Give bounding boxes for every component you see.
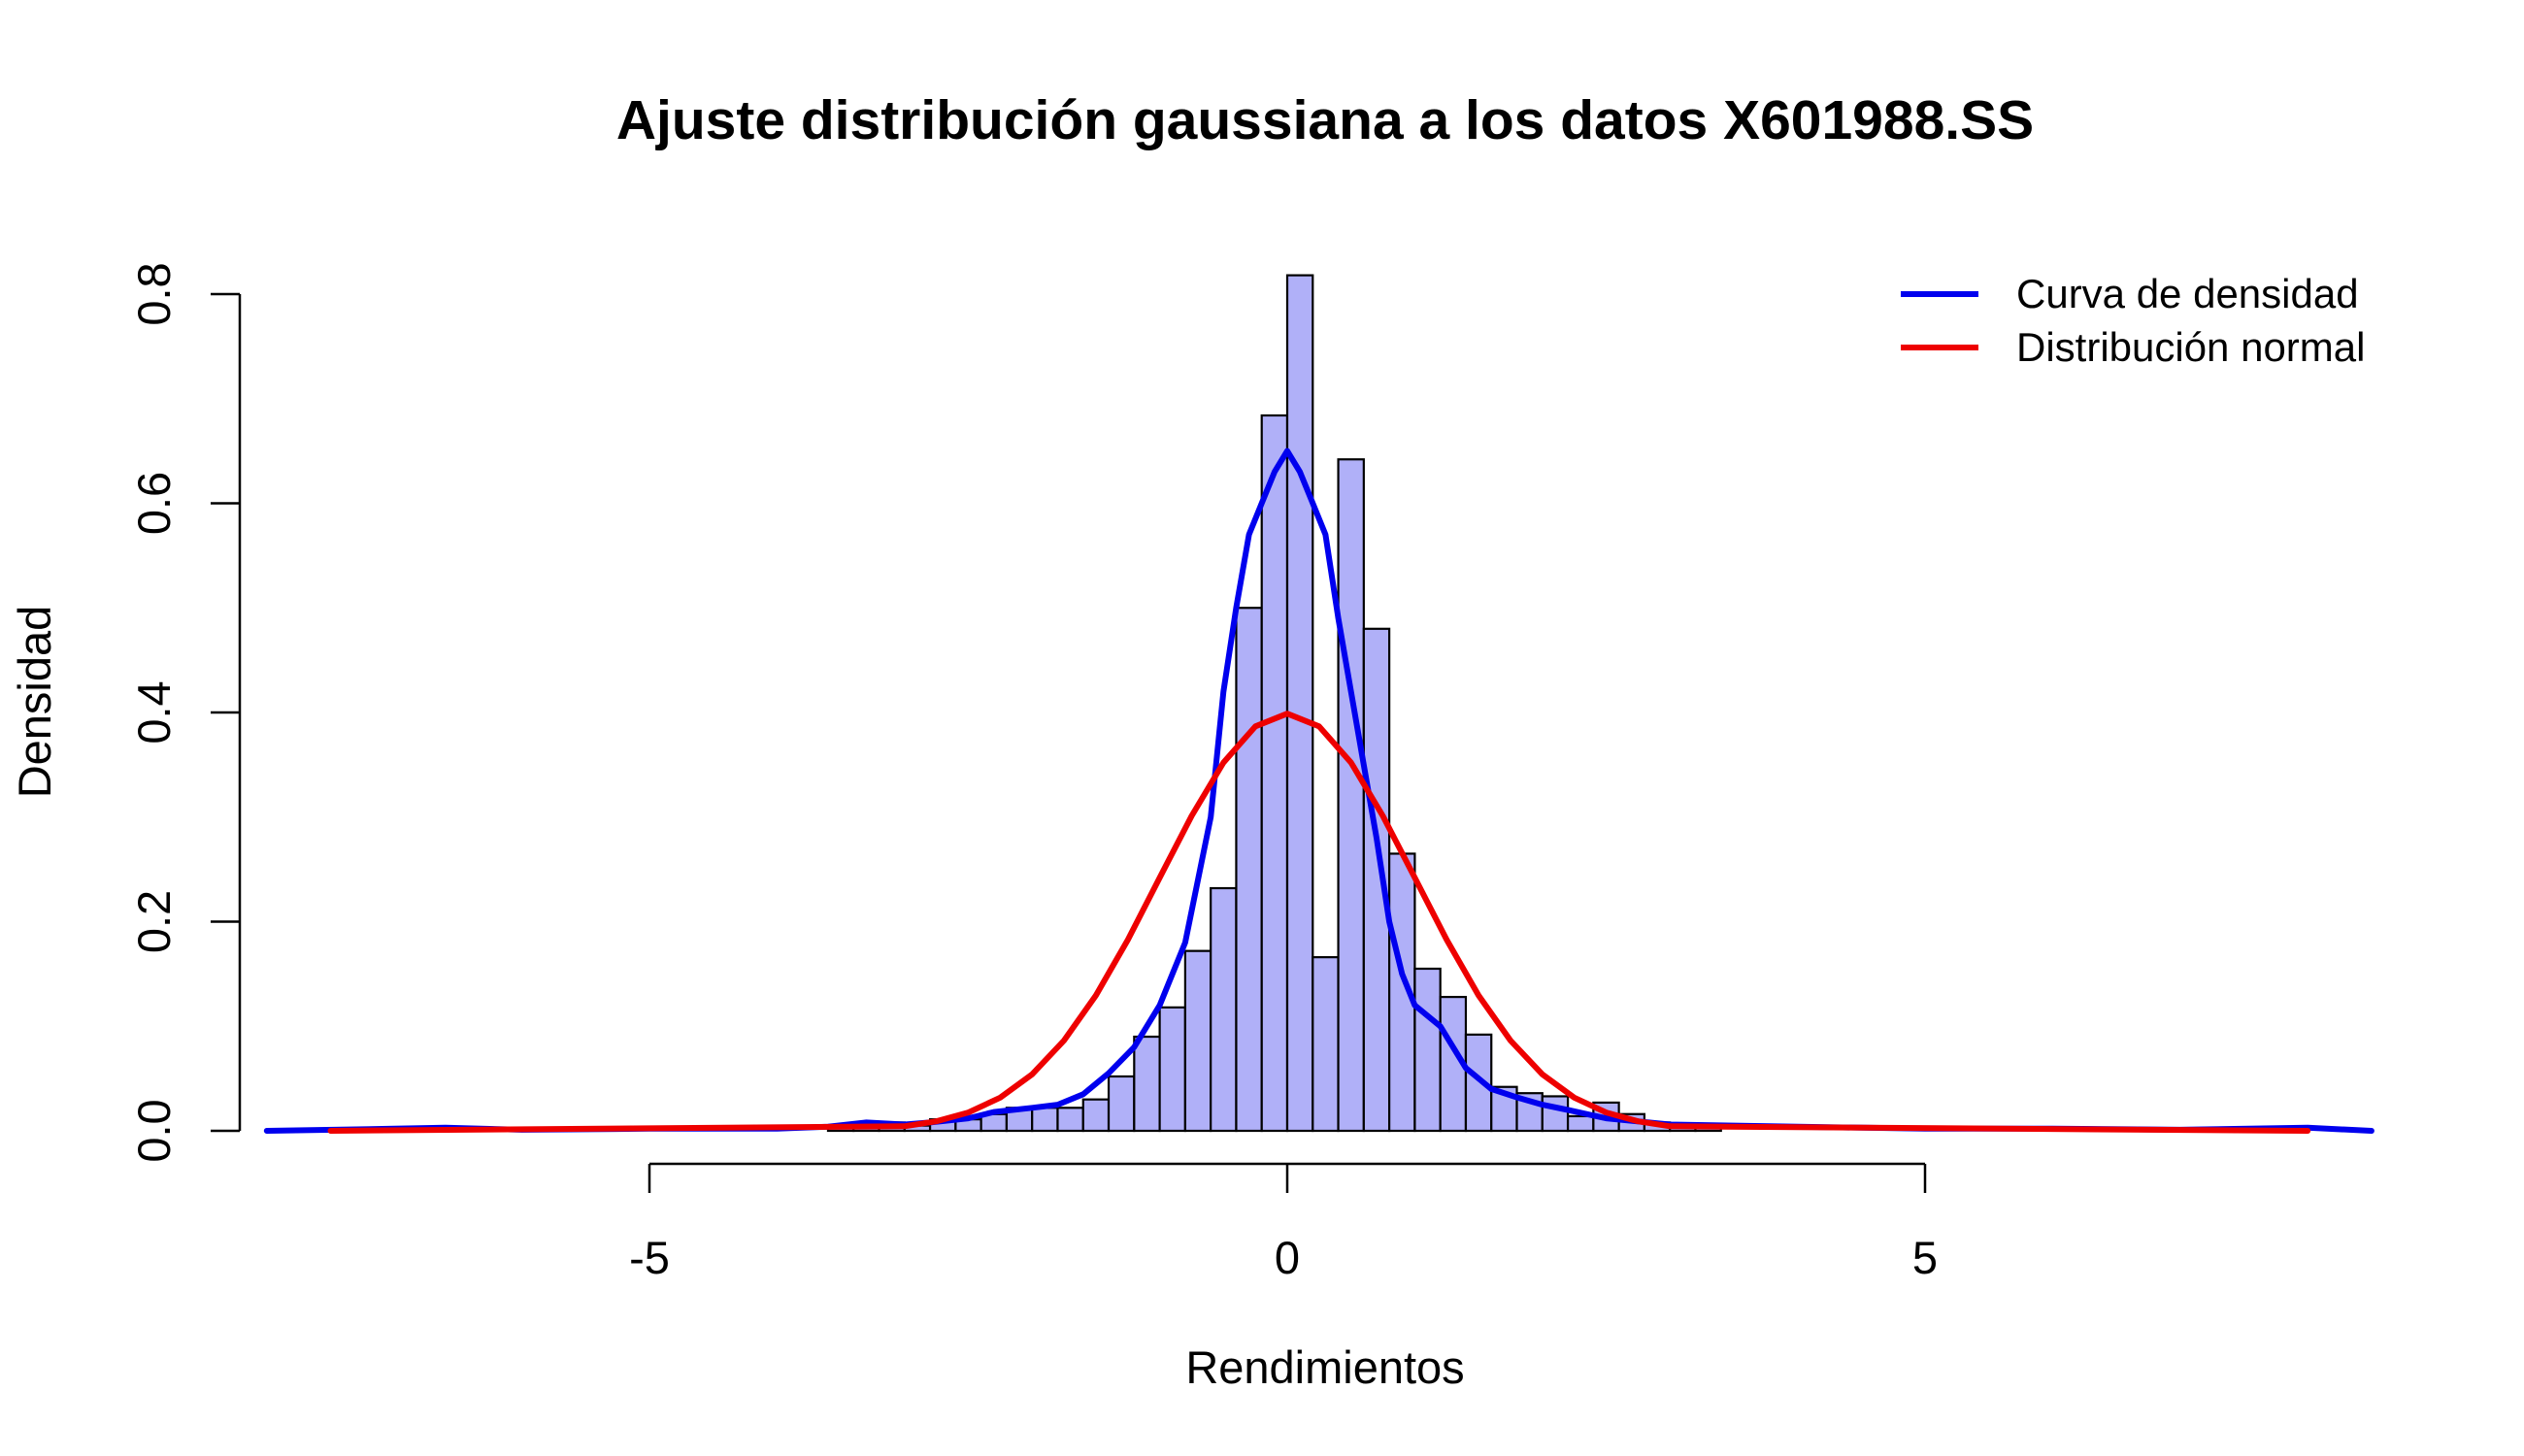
legend-label-0: Curva de densidad [2016, 271, 2359, 316]
y-tick-label-3: 0.6 [128, 472, 180, 535]
histogram-bar-9 [1057, 1108, 1082, 1131]
histogram-bar-14 [1185, 951, 1211, 1131]
legend-label-1: Distribución normal [2016, 324, 2365, 370]
histogram-bar-28 [1543, 1096, 1568, 1131]
histogram-bar-13 [1160, 1008, 1185, 1131]
y-axis-label: Densidad [9, 606, 60, 799]
histogram-bar-10 [1083, 1100, 1109, 1131]
histogram-bar-8 [1032, 1108, 1057, 1131]
chart-title: Ajuste distribución gaussiana a los dato… [616, 89, 2034, 151]
histogram-bar-19 [1312, 957, 1338, 1131]
histogram-bar-23 [1414, 969, 1440, 1131]
y-tick-label-0: 0.0 [128, 1099, 180, 1162]
histogram-bar-15 [1211, 888, 1236, 1131]
y-tick-label-2: 0.4 [128, 680, 180, 744]
histogram-bar-20 [1339, 459, 1364, 1131]
histogram-bar-12 [1134, 1037, 1159, 1131]
histogram-bar-29 [1568, 1116, 1593, 1131]
x-axis-label: Rendimientos [1185, 1341, 1464, 1393]
histogram-bar-18 [1287, 276, 1312, 1131]
y-tick-label-1: 0.2 [128, 890, 180, 953]
y-tick-label-4: 0.8 [128, 262, 180, 325]
histogram-bar-17 [1262, 415, 1287, 1131]
x-tick-label-2: 5 [1912, 1232, 1938, 1283]
histogram-bar-11 [1109, 1076, 1134, 1131]
x-tick-label-0: -5 [629, 1232, 670, 1283]
x-tick-label-1: 0 [1275, 1232, 1300, 1283]
histogram-bar-16 [1236, 608, 1261, 1131]
